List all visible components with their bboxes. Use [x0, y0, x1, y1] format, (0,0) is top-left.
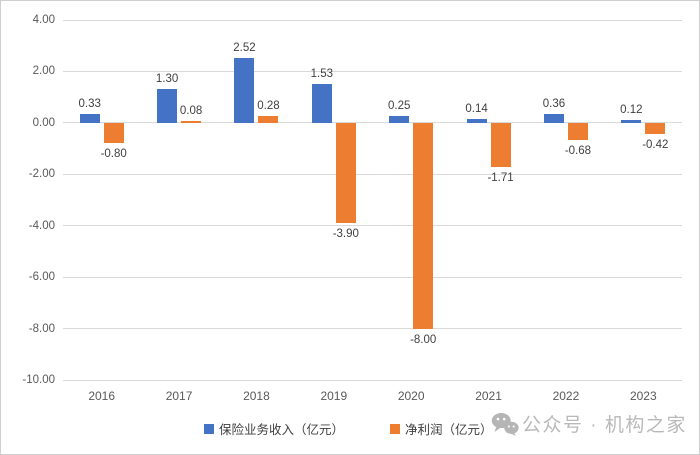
x-axis-category-label: 2017 [165, 389, 193, 403]
gridline [63, 328, 682, 330]
x-axis-category-label: 2018 [243, 389, 270, 403]
bar-series1-2020 [389, 116, 410, 123]
gridline [63, 173, 682, 175]
data-label: 0.36 [542, 97, 566, 110]
y-axis-tick-label: -4.00 [28, 219, 55, 232]
data-label: -0.42 [642, 138, 669, 151]
data-label: -3.90 [332, 228, 359, 241]
legend-swatch-orange [390, 423, 401, 434]
x-axis-category-label: 2022 [552, 389, 580, 403]
legend-item-insurance-revenue: 保险业务收入（亿元） [204, 419, 344, 438]
x-axis-category-label: 2016 [88, 389, 116, 403]
legend-swatch-blue [204, 423, 214, 434]
bar-series1-2016 [79, 114, 100, 123]
gridline [63, 225, 682, 227]
data-label: -8.00 [410, 333, 437, 346]
data-label: 0.33 [78, 98, 101, 111]
bar-series1-2018 [234, 58, 255, 123]
y-axis-tick-label: 4.00 [32, 14, 55, 26]
bar-series1-2022 [543, 113, 564, 123]
y-axis-tick-label: 2.00 [32, 65, 55, 78]
data-label: 2.52 [233, 42, 256, 55]
y-axis-tick-label: -6.00 [28, 271, 55, 284]
bar-series2-2019 [335, 122, 356, 224]
y-axis-tick-label: 0.00 [32, 116, 55, 129]
watermark-text: 公众号 · 机构之家 [522, 415, 687, 436]
gridline [63, 122, 682, 124]
y-axis-tick-label: -10.00 [22, 374, 55, 386]
y-axis-tick-label: -8.00 [28, 322, 55, 335]
data-label: 0.28 [257, 99, 280, 112]
wechat-icon [491, 412, 519, 436]
data-label: 1.53 [310, 67, 333, 80]
bar-series1-2019 [311, 83, 332, 123]
x-axis-category-label: 2020 [397, 389, 425, 403]
bar-series2-2016 [103, 122, 124, 144]
data-label: -0.68 [564, 145, 592, 158]
bar-series2-2022 [567, 122, 588, 141]
x-axis-category-label: 2021 [475, 389, 502, 403]
gridline [63, 379, 682, 381]
x-axis-category-label: 2019 [320, 389, 348, 403]
bar-series2-2023 [645, 122, 666, 134]
bar-series2-2020 [413, 122, 434, 329]
bar-series1-2023 [621, 119, 642, 123]
legend: 保险业务收入（亿元） 净利润（亿元） [204, 419, 493, 438]
data-label: 0.08 [179, 104, 203, 117]
bar-series2-2017 [181, 120, 202, 123]
gridline [63, 276, 682, 278]
bar-series2-2018 [258, 115, 279, 123]
watermark: 公众号 · 机构之家 [491, 410, 687, 437]
bar-series1-2021 [466, 119, 487, 123]
x-axis-category-label: 2023 [629, 389, 657, 403]
data-label: 0.14 [465, 103, 488, 116]
data-label: -1.71 [487, 171, 514, 184]
data-label: -0.80 [100, 148, 127, 161]
y-axis-tick-label: -2.00 [28, 168, 55, 181]
legend-item-net-profit: 净利润（亿元） [390, 419, 493, 438]
data-label: 1.30 [155, 73, 179, 86]
bar-series2-2021 [490, 122, 511, 167]
data-label: 0.25 [387, 100, 411, 113]
legend-label-insurance-revenue: 保险业务收入（亿元） [219, 423, 345, 437]
data-label: 0.12 [620, 103, 643, 116]
gridline [63, 19, 682, 21]
legend-label-net-profit: 净利润（亿元） [405, 423, 493, 437]
bar-series1-2017 [157, 89, 178, 123]
gridline [63, 70, 682, 72]
